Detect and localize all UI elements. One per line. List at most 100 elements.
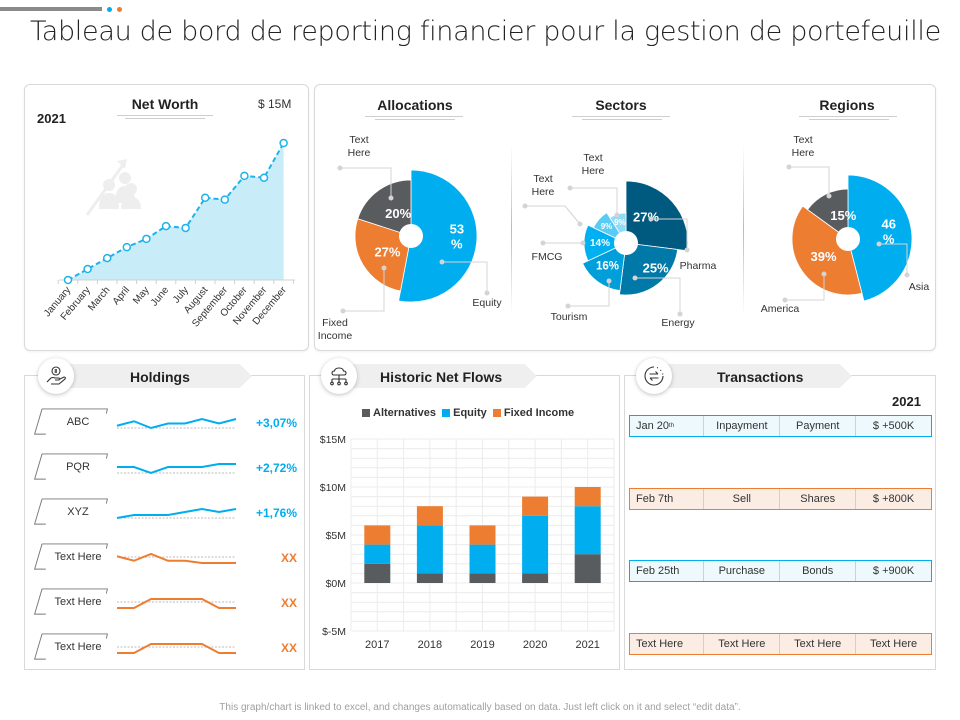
transaction-amount: $ +900K (872, 565, 915, 577)
footer-note: This graph/chart is linked to excel, and… (219, 702, 741, 713)
data-point (122, 242, 132, 252)
holding-sparkline (117, 643, 236, 654)
transaction-asset: Shares (780, 488, 857, 509)
pie-slice (357, 179, 412, 237)
bar-alternatives (522, 573, 549, 583)
net-worth-title: Net Worth (131, 96, 199, 112)
transaction-amount: Text Here (870, 637, 918, 650)
callout-line (785, 274, 825, 301)
callout-label: Text Here (532, 173, 555, 198)
pie-value-label: 9% (601, 222, 613, 231)
callout-line (340, 167, 392, 198)
y-tick-label: $-5M (322, 626, 346, 638)
pie-slice (847, 174, 913, 302)
bar-fixed-income (574, 487, 601, 507)
net-flows-title: Historic Net Flows (380, 369, 503, 385)
callout-dot (876, 241, 882, 247)
callout-dot (567, 185, 573, 191)
pie-slice (619, 242, 679, 296)
data-point (259, 173, 269, 182)
callout-label: FMCG (532, 251, 563, 263)
holding-row[interactable]: XYZ +1,76% (25, 498, 305, 534)
bar-fixed-income (469, 525, 496, 545)
callout-label: Tourism (551, 311, 588, 323)
title-underline (572, 116, 670, 117)
holding-row[interactable]: PQR +2,72% (25, 453, 305, 489)
transaction-type: Inpayment (704, 416, 781, 436)
holding-row[interactable]: Text Here XX (25, 588, 305, 624)
callout-dot (821, 271, 827, 277)
callout-label: Energy (661, 317, 695, 329)
callout-line (568, 281, 610, 307)
pie-value-label: 25% (643, 260, 669, 275)
net-flows-chart: $-5M $0M $5M $10M $15M 2017 2018 2019 2020 2021 (320, 434, 615, 651)
holdings-title: Holdings (130, 369, 190, 385)
callout-label: Pharma (680, 260, 717, 272)
callout-dot (904, 272, 910, 278)
net-worth-max-label: $ 15M (258, 97, 292, 111)
holding-tag (33, 453, 111, 481)
holding-sparkline (117, 463, 236, 475)
people-growth-icon (85, 159, 141, 216)
holding-tag (33, 498, 111, 526)
legend-equity: Equity (453, 407, 487, 419)
pie-charts: 53 % Equity 27% Fixed Income 20% Text Here 27% Pha… (318, 134, 930, 342)
header-accent-bar (0, 7, 102, 11)
callout-line (442, 261, 488, 293)
pie-value-label: 9% (614, 218, 626, 227)
callout-dot (580, 240, 586, 246)
transaction-type: Text Here (704, 633, 781, 654)
callout-line (570, 187, 618, 215)
callout-line (651, 218, 688, 250)
holding-row[interactable]: ABC +3,07% (25, 408, 305, 444)
callout-label: Text Here (582, 152, 605, 177)
net-worth-area (68, 143, 284, 280)
x-tick-label: 2017 (365, 639, 389, 651)
title-underline (582, 119, 662, 120)
transactions-title: Transactions (717, 369, 804, 385)
holding-sparkline (117, 598, 236, 609)
pie-value-label: 16% (596, 261, 619, 273)
callout-line (525, 205, 581, 225)
transaction-row[interactable]: Feb 25th Purchase Bonds $ +900K (629, 560, 932, 582)
accent-dot-blue (107, 7, 112, 12)
callout-line (789, 166, 830, 196)
hand-money-icon (38, 358, 74, 394)
transaction-date: Feb 25th (630, 561, 705, 581)
holding-label: Text Here (54, 551, 102, 563)
callout-label: Fixed Income (318, 317, 353, 342)
bar-fixed-income (522, 496, 549, 516)
callout-dot (439, 259, 445, 265)
holdings-header (47, 364, 252, 388)
transaction-row[interactable]: Text Here Text Here Text Here Text Here (629, 632, 932, 655)
title-underline (375, 119, 455, 120)
bar-alternatives (364, 563, 391, 583)
holding-change: XX (280, 641, 297, 655)
holding-row[interactable]: Text Here XX (25, 633, 305, 669)
y-tick-label: $5M (326, 530, 346, 542)
sectors-title: Sectors (595, 97, 647, 113)
callout-line (343, 268, 385, 312)
pie-value-label: 20% (385, 206, 411, 221)
bar-equity (416, 525, 443, 574)
pie-slice (398, 169, 478, 303)
transaction-asset: Text Here (780, 633, 857, 654)
bar-equity (522, 515, 549, 574)
x-tick-label: May (131, 285, 152, 307)
transaction-row[interactable]: Feb 7th Sell Shares $ +800K (629, 487, 932, 510)
holdings-panel: Holdings ABC +3,07% PQR +2, (24, 364, 305, 670)
holding-change: +1,76% (255, 506, 297, 520)
holding-row[interactable]: Text Here XX (25, 543, 305, 579)
cloud-network-icon (321, 358, 357, 394)
holding-change: XX (280, 551, 297, 565)
data-point (142, 234, 151, 244)
transaction-amount: $ +800K (872, 492, 915, 505)
data-point (240, 171, 249, 181)
callout-line (635, 277, 681, 314)
callout-dot (522, 203, 528, 209)
transaction-asset: Bonds (780, 561, 857, 581)
divider (511, 145, 512, 315)
